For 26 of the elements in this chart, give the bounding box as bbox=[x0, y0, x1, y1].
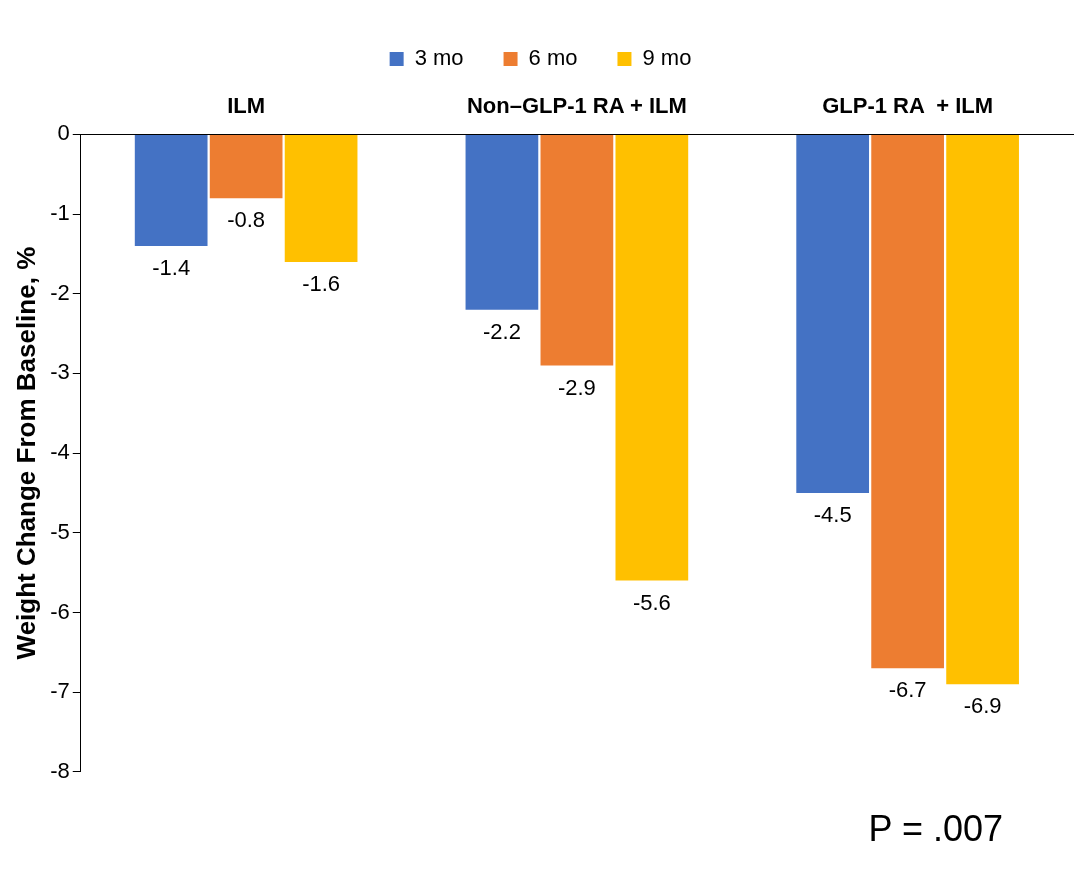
y-tick-label: -3 bbox=[50, 359, 70, 385]
data-label: -1.4 bbox=[152, 255, 191, 281]
y-tick-label: -6 bbox=[50, 598, 70, 624]
data-label: -4.5 bbox=[813, 502, 852, 527]
x-tick-label: ILM bbox=[227, 93, 266, 119]
legend-label: 9 mo bbox=[642, 45, 692, 71]
y-tick-label: -8 bbox=[50, 757, 70, 783]
data-label: -5.6 bbox=[632, 589, 671, 615]
y-axis-title: Weight Change From Baseline, % bbox=[10, 246, 41, 660]
data-label: -6.9 bbox=[963, 693, 1002, 719]
data-label: -0.8 bbox=[227, 207, 266, 233]
x-tick-label: GLP-1 RA + ILM bbox=[822, 93, 994, 119]
legend-label: 3 mo bbox=[414, 45, 464, 71]
x-tick-label: Non–GLP-1 RA + ILM bbox=[466, 93, 687, 119]
y-tick-label: -7 bbox=[50, 678, 70, 704]
y-tick-label: -5 bbox=[50, 518, 70, 544]
data-label: -2.9 bbox=[557, 374, 596, 400]
y-tick-label: -4 bbox=[50, 439, 70, 465]
text: P = .007 bbox=[867, 808, 1004, 850]
data-label: -1.6 bbox=[302, 270, 341, 296]
data-label: -2.2 bbox=[482, 318, 521, 344]
legend-label: 6 mo bbox=[528, 45, 578, 71]
data-label: -6.7 bbox=[888, 677, 927, 703]
y-tick-label: -2 bbox=[50, 279, 70, 305]
y-tick-label: 0 bbox=[57, 120, 70, 146]
y-tick-label: -1 bbox=[50, 200, 70, 226]
